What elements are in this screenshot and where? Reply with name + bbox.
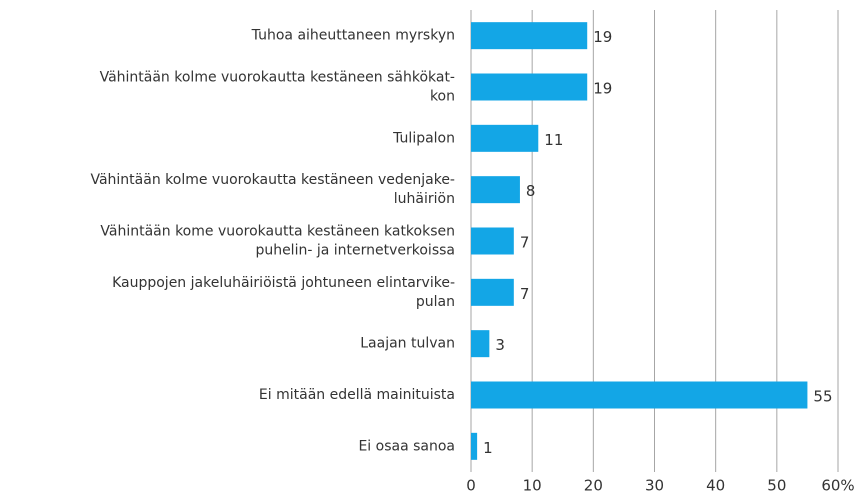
- y-tick-label: Tulipalon: [392, 130, 455, 146]
- value-label: 3: [495, 336, 505, 354]
- bar: [471, 176, 520, 204]
- x-tick-label: 10: [523, 477, 542, 495]
- y-tick-label: Vähintään kolme vuorokautta kestäneen sä…: [100, 70, 455, 86]
- x-tick-label: 0: [466, 477, 476, 495]
- value-label: 19: [593, 28, 612, 46]
- y-tick-label: puhelin- ja internetverkoissa: [255, 243, 455, 259]
- y-tick-label: Kauppojen jakeluhäiriöistä johtuneen eli…: [112, 275, 455, 291]
- bar: [471, 278, 514, 306]
- value-label: 19: [593, 80, 612, 98]
- x-tick-label: 40: [706, 477, 725, 495]
- y-tick-label: kon: [430, 89, 455, 105]
- y-tick-label: Tuhoa aiheuttaneen myrskyn: [251, 28, 455, 44]
- bar: [471, 227, 514, 255]
- y-tick-label: Ei osaa sanoa: [358, 438, 455, 454]
- y-tick-label: luhäiriön: [394, 191, 455, 207]
- bar: [471, 22, 588, 50]
- value-label: 55: [813, 388, 832, 406]
- bar: [471, 432, 478, 460]
- bar: [471, 381, 808, 409]
- y-tick-label: Vähintään kome vuorokautta kestäneen kat…: [100, 224, 455, 240]
- value-label: 7: [520, 234, 530, 252]
- y-tick-label: pulan: [416, 294, 455, 310]
- value-label: 8: [526, 182, 536, 200]
- bar: [471, 124, 539, 152]
- y-tick-label: Ei mitään edellä mainituista: [259, 387, 455, 403]
- value-label: 7: [520, 285, 530, 303]
- x-tick-label: 30: [645, 477, 664, 495]
- x-tick-label: 60%: [821, 477, 854, 495]
- x-tick-label: 50: [767, 477, 786, 495]
- y-tick-label: Vähintään kolme vuorokautta kestäneen ve…: [90, 172, 455, 188]
- bar: [471, 73, 588, 101]
- x-tick-label: 20: [584, 477, 603, 495]
- value-label: 11: [544, 131, 563, 149]
- value-label: 1: [483, 439, 493, 457]
- y-tick-label: Laajan tulvan: [360, 336, 455, 352]
- bar: [471, 330, 490, 358]
